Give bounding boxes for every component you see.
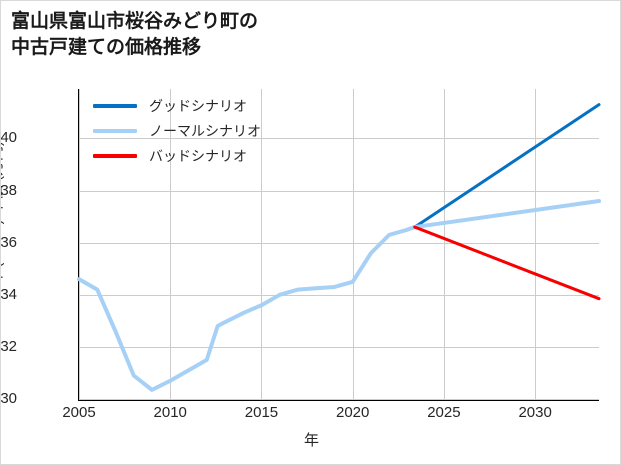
x-axis-tick-label: 2010 <box>153 404 187 421</box>
legend-item-label: グッドシナリオ <box>149 97 247 114</box>
gridline-horizontal <box>79 242 599 244</box>
series-line <box>413 103 601 229</box>
gridline-horizontal <box>79 190 599 192</box>
gridline-horizontal <box>79 138 599 140</box>
gridline-horizontal <box>79 346 599 348</box>
x-axis-tick-label: 2030 <box>518 404 552 421</box>
gridline-vertical <box>352 89 354 399</box>
chart-title: 富山県富山市桜谷みどり町の 中古戸建ての価格推移 <box>11 11 259 58</box>
x-axis-tick-label: 2025 <box>427 404 461 421</box>
y-axis-tick-label: 34 <box>0 285 17 303</box>
legend-item[interactable]: グッドシナリオ <box>93 93 303 118</box>
x-axis-tick-label: 2015 <box>244 404 279 421</box>
gridline-vertical <box>261 89 263 399</box>
legend-item-label: バッドシナリオ <box>149 147 247 164</box>
y-axis-tick-label: 40 <box>0 129 17 147</box>
legend-item[interactable]: バッドシナリオ <box>93 143 303 168</box>
legend-item-label: ノーマルシナリオ <box>149 122 261 139</box>
x-axis-tick-label: 2020 <box>335 404 370 421</box>
legend-swatch-icon <box>93 153 137 158</box>
y-axis-tick-label: 36 <box>0 233 17 251</box>
gridline-vertical <box>170 89 172 399</box>
series-line <box>77 199 601 392</box>
x-axis-label: 年 <box>303 432 319 449</box>
gridline-horizontal <box>79 399 599 400</box>
gridline-vertical <box>79 89 80 399</box>
y-axis-label: 坪 (3.3m²) 単価 (万円) <box>0 141 5 287</box>
y-axis-tick-label: 38 <box>0 181 17 199</box>
x-axis-tick-label: 2005 <box>62 404 96 421</box>
legend-swatch-icon <box>93 103 137 108</box>
x-axis-spine <box>78 399 599 401</box>
y-axis-tick-label: 30 <box>0 390 17 407</box>
data-series-layer <box>77 103 601 392</box>
gridline-vertical <box>535 89 537 399</box>
gridline-vertical <box>443 89 445 399</box>
series-line <box>413 225 601 301</box>
gridline-horizontal <box>79 294 599 296</box>
plot-area <box>77 89 601 400</box>
legend-item[interactable]: ノーマルシナリオ <box>93 118 303 143</box>
chart-legend: グッドシナリオ ノーマルシナリオ バッドシナリオ <box>93 93 303 168</box>
legend-swatch-icon <box>93 128 137 133</box>
y-axis-tick-label: 32 <box>0 337 17 355</box>
